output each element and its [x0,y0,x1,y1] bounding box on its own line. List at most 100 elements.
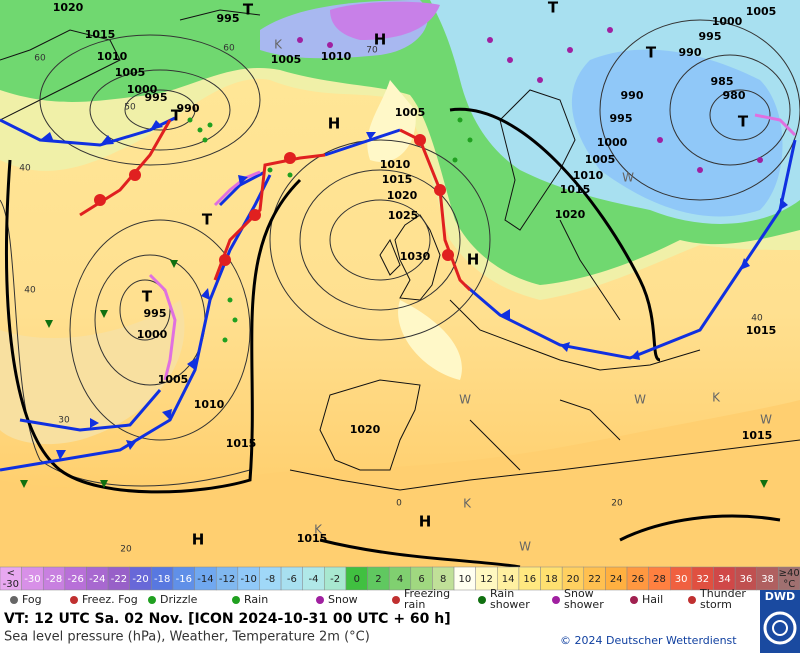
isobar-label: 1025 [388,209,419,222]
valid-time: VT: 12 UTC Sa. 02 Nov. [ICON 2024-10-31 … [4,611,451,627]
scale-label: 6 [418,574,424,585]
legend-icon [10,596,18,604]
scale-label: 14 [502,574,515,585]
isobar-label: 995 [699,30,722,43]
legend-label-line: shower [564,598,604,611]
scale-label: < [7,568,15,579]
coastlines [0,9,800,491]
isobar-label: 1015 [746,324,777,337]
air-mass-mark: K [463,497,472,511]
legend-label-line: Rain [490,587,514,600]
weather-symbols [20,27,768,488]
scale-label: 24 [610,574,623,585]
isobar-label: 1005 [746,5,777,18]
pressure-center: T [202,211,213,229]
legend-label-line: rain [404,598,425,611]
isobar-label: 1000 [127,83,158,96]
legend-label-line: storm [700,598,732,611]
isotherm-label: 20 [611,499,623,509]
legend-label: Fog [22,593,42,606]
legend-icon [148,596,156,604]
pressure-center: T [243,1,254,19]
isobar-label: 1005 [395,106,426,119]
legend-icon [232,596,240,604]
pressure-center: T [142,288,153,306]
scale-label: °C [783,579,795,590]
scale-label: -28 [46,574,62,585]
isobar-label: 1020 [53,1,84,14]
legend-label: Thunder storm [699,587,746,611]
legend-icon [688,596,696,604]
air-mass-mark: K [314,523,323,537]
isobar-label: 1000 [597,136,628,149]
legend-label-line: Freezing [404,587,450,600]
isotherm-label: 50 [124,103,136,113]
legend-label: Snow shower [564,587,604,611]
pressure-center: T [171,107,182,125]
scale-label: -30 [3,579,19,590]
weather-legend: Fog Freez. Fog Drizzle Rain Snow Freezing rain… [10,587,746,611]
isobars [0,19,800,487]
scale-label: 4 [397,574,403,585]
legend-label: Rain shower [490,587,530,611]
scale-label: -14 [197,574,213,585]
isobar-label: 1005 [115,66,146,79]
scale-label: 28 [653,574,666,585]
isobar-label: 1030 [400,250,431,263]
isobar-label: 990 [621,89,644,102]
scale-label: -10 [240,574,256,585]
isobar-label: 1015 [742,429,773,442]
scale-label: 30 [675,574,688,585]
pressure-center: H [328,115,341,133]
scale-label: 36 [740,574,753,585]
isobar-label: 1000 [712,15,743,28]
scale-label: -2 [330,574,340,585]
scale-label: ≥40 [779,568,800,579]
pressure-center: T [646,44,657,62]
isobar-label: 1015 [382,173,413,186]
air-mass-mark: K [274,38,283,52]
scale-label: 2 [375,574,381,585]
scale-label: -16 [176,574,192,585]
isobar-label: 1010 [321,50,352,63]
scale-label: 10 [458,574,471,585]
isobar-label: 1000 [137,328,168,341]
isobar-label: 1005 [158,373,189,386]
isotherm-label: 0 [396,499,402,509]
isobar-label: 980 [723,89,746,102]
scale-label: 32 [696,574,709,585]
isotherm-label: 30 [58,416,70,426]
isobar-label: 985 [711,75,734,88]
scale-label: -18 [154,574,170,585]
isobar-label: 990 [679,46,702,59]
scale-label: -4 [309,574,319,585]
scale-label: 38 [761,574,774,585]
scale-label: -6 [287,574,297,585]
legend-label: Hail [642,593,663,606]
isobar-label: 1015 [297,532,328,545]
pressure-center: T [738,113,749,131]
front-symbols [40,120,788,460]
isotherm-label: 60 [223,44,235,54]
scale-label: -22 [111,574,127,585]
air-mass-mark: K [712,391,721,405]
isobar-label: 1005 [585,153,616,166]
pressure-center: H [374,31,387,49]
isobar-label: 1005 [271,53,302,66]
legend-label-line: Thunder [699,587,746,600]
legend-icon [630,596,638,604]
isobar-label: 1010 [380,158,411,171]
isobar-label: 1020 [387,189,418,202]
description: Sea level pressure (hPa), Weather, Tempe… [4,630,370,645]
isobar-label: 995 [610,112,633,125]
scale-label: -24 [89,574,105,585]
scale-label: 26 [631,574,644,585]
pressure-center: H [467,251,480,269]
legend-label: Snow [328,593,358,606]
scale-label: 20 [567,574,580,585]
scale-label: 34 [718,574,731,585]
scale-label: 18 [545,574,558,585]
